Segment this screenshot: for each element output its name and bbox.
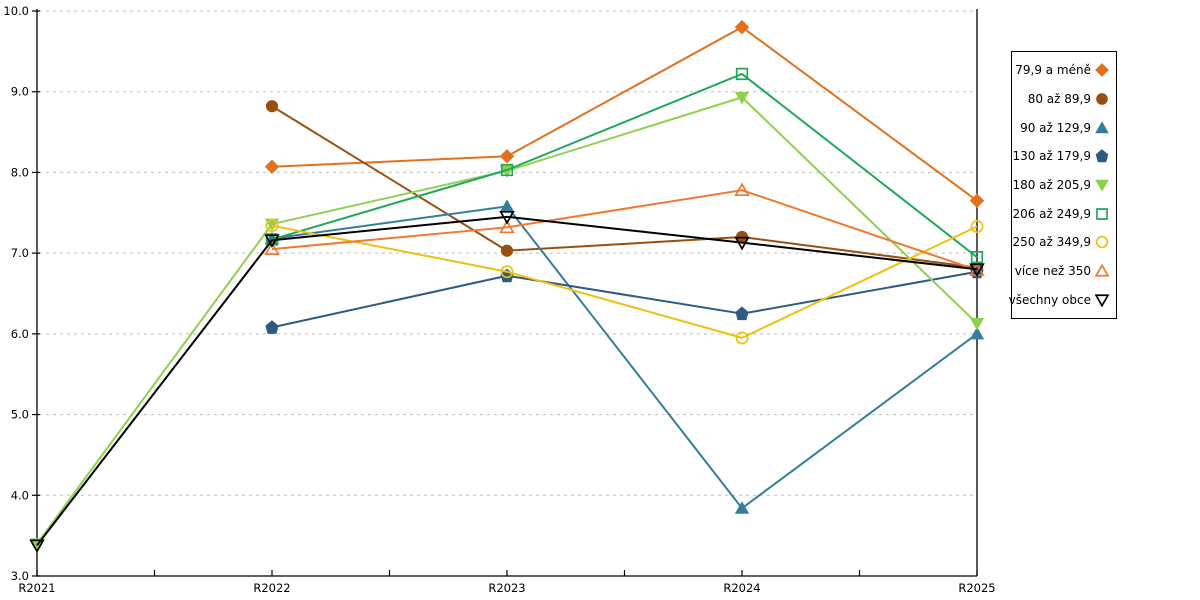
legend-label: 250 až 349,9	[1012, 235, 1091, 250]
data-point-marker	[734, 19, 750, 35]
legend-label: všechny obce	[1008, 292, 1091, 307]
data-point-marker	[499, 219, 515, 234]
data-point-marker	[29, 539, 45, 554]
series-line-130-a-179-9	[271, 270, 978, 329]
series-line-90-a-129-9	[271, 205, 978, 510]
legend-marker-icon	[1095, 149, 1109, 163]
series-line-80-a-89-9	[271, 105, 978, 269]
legend-item: 79,9 a méně	[1014, 62, 1110, 78]
series-line-v-ce-ne-350	[271, 189, 978, 272]
data-point-marker	[734, 182, 750, 197]
data-point-marker	[734, 501, 750, 514]
legend-item: 180 až 205,9	[1012, 177, 1110, 193]
series-line-79-9-a-m-n-	[271, 26, 978, 202]
data-point-marker	[264, 234, 280, 248]
legend-label: 79,9 a méně	[1015, 63, 1091, 78]
data-point-marker	[969, 326, 985, 340]
y-axis-label: 9.0	[11, 85, 29, 99]
data-point-marker	[734, 91, 750, 105]
legend-item: 130 až 179,9	[1012, 148, 1110, 164]
x-axis-label: R2021	[18, 581, 55, 595]
data-point-marker	[735, 67, 749, 81]
data-point-marker	[264, 159, 280, 174]
legend-marker-icon	[1095, 120, 1109, 133]
legend-label: 130 až 179,9	[1012, 149, 1091, 164]
y-axis-label: 7.0	[11, 246, 29, 260]
legend-item: 80 až 89,9	[1014, 91, 1110, 107]
legend-item: 206 až 249,9	[1012, 206, 1110, 222]
y-axis-label: 5.0	[11, 408, 29, 422]
data-point-marker	[734, 236, 750, 251]
legend-marker-icon	[1094, 263, 1110, 277]
data-point-marker	[1095, 120, 1109, 133]
y-axis-label: 3.0	[11, 569, 29, 583]
data-point-marker	[1095, 179, 1109, 192]
series-line-250-a-349-9	[271, 224, 978, 339]
data-point-marker	[969, 263, 985, 277]
x-axis-label: R2024	[723, 581, 760, 595]
series-line-206-a-249-9	[271, 72, 978, 258]
data-point-marker	[499, 149, 515, 164]
x-axis-label: R2025	[958, 581, 995, 595]
data-point-marker	[265, 233, 279, 246]
data-point-marker	[1094, 293, 1110, 307]
legend-marker-icon	[1095, 63, 1109, 78]
data-point-marker	[1095, 63, 1109, 78]
data-point-marker	[500, 163, 514, 177]
data-point-marker	[499, 210, 515, 225]
legend-marker-icon	[1096, 207, 1108, 220]
data-point-marker	[1095, 149, 1109, 163]
legend-item: více než 350	[1014, 263, 1110, 279]
data-point-marker	[1095, 236, 1109, 249]
legend-label: 80 až 89,9	[1027, 91, 1091, 106]
data-point-marker	[969, 317, 985, 331]
legend-marker-icon	[1096, 93, 1108, 105]
legend-label: více než 350	[1014, 263, 1091, 278]
legend-item: 90 až 129,9	[1014, 120, 1110, 136]
y-axis-label: 4.0	[11, 488, 29, 502]
data-point-marker	[264, 241, 280, 255]
data-point-marker	[1096, 207, 1108, 220]
y-axis-label: 8.0	[11, 165, 29, 179]
data-point-marker	[265, 100, 279, 113]
legend-item: 250 až 349,9	[1012, 234, 1110, 250]
legend-marker-icon	[1095, 179, 1109, 192]
legend-marker-icon	[1094, 293, 1110, 307]
legend-marker-icon	[1095, 236, 1109, 249]
y-axis-label: 6.0	[11, 327, 29, 341]
y-axis-label: 10.0	[3, 4, 29, 18]
legend-label: 206 až 249,9	[1012, 206, 1091, 221]
data-point-marker	[970, 251, 984, 264]
data-point-marker	[500, 244, 514, 257]
data-point-marker	[1094, 263, 1110, 277]
data-point-marker	[265, 320, 279, 334]
legend-label: 90 až 129,9	[1020, 120, 1091, 135]
data-point-marker	[735, 306, 749, 321]
x-axis-label: R2022	[253, 581, 290, 595]
data-point-marker	[265, 219, 279, 233]
data-point-marker	[735, 331, 749, 345]
x-axis-label: R2023	[488, 581, 525, 595]
chart-legend: 79,9 a méně 80 až 89,9 90 až 129,9 130 až 1…	[1009, 51, 1117, 319]
data-point-marker	[500, 265, 514, 279]
data-point-marker	[499, 199, 515, 212]
data-point-marker	[969, 193, 985, 208]
series-line-v-echny-obce	[36, 215, 978, 546]
data-point-marker	[970, 220, 984, 233]
legend-item: všechny obce	[1009, 292, 1110, 308]
data-point-marker	[1096, 93, 1108, 105]
legend-label: 180 až 205,9	[1012, 177, 1091, 192]
